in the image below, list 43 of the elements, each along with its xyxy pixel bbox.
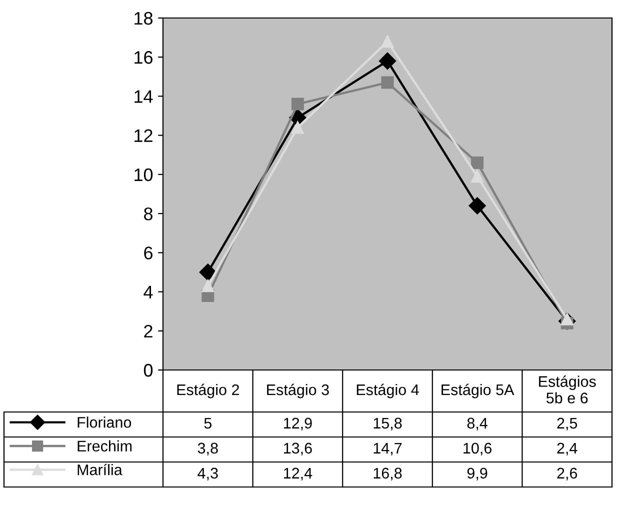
data-label: 4,3 <box>198 468 218 480</box>
data-label: 2,5 <box>557 418 578 430</box>
y-tick-label: 4 <box>144 286 153 298</box>
point <box>381 76 394 89</box>
y-tick-label: 6 <box>144 246 152 260</box>
y-tick-label: 18 <box>134 12 152 25</box>
data-label: 10,6 <box>464 442 492 456</box>
point <box>291 98 304 110</box>
data-label: 9,9 <box>467 468 488 480</box>
data-label: 16,8 <box>374 468 402 480</box>
point <box>199 264 216 281</box>
x-tick-label: Estágio 4 <box>356 384 419 398</box>
point <box>471 156 484 169</box>
data-label: 14,7 <box>374 442 402 456</box>
point <box>291 121 304 134</box>
data-label: 3,8 <box>198 442 218 456</box>
point <box>378 52 396 70</box>
point <box>471 170 484 183</box>
y-tick-label: 8 <box>144 207 152 220</box>
y-tick-label: 12 <box>134 129 152 142</box>
data-label: 2,4 <box>557 442 578 456</box>
legend-label: Marília <box>78 464 122 476</box>
point <box>381 35 394 48</box>
data-label: 13,6 <box>284 442 312 456</box>
y-tick-label: 16 <box>134 51 152 64</box>
point <box>202 280 214 292</box>
data-label: 12,4 <box>284 468 312 480</box>
legend-label: Erechim <box>78 440 132 452</box>
point <box>468 197 486 214</box>
y-tick-label: 10 <box>134 168 153 182</box>
y-tick-label: 0 <box>144 364 153 377</box>
data-label: 5 <box>204 418 212 429</box>
data-label: 12,9 <box>284 418 312 430</box>
data-label: 15,8 <box>374 418 402 430</box>
y-tick-label: 2 <box>144 324 152 338</box>
x-tick-label: Estágio 2 <box>177 384 239 398</box>
data-label: 8,4 <box>467 418 488 430</box>
x-tick-label: Estágio 3 <box>267 384 329 398</box>
y-tick-label: 14 <box>134 90 153 103</box>
legend-label: Floriano <box>78 416 132 428</box>
data-label: 2,6 <box>557 468 578 480</box>
x-tick-label: Estágios 5b e 6 <box>539 376 596 404</box>
x-tick-label: Estágio 5A <box>442 384 514 398</box>
